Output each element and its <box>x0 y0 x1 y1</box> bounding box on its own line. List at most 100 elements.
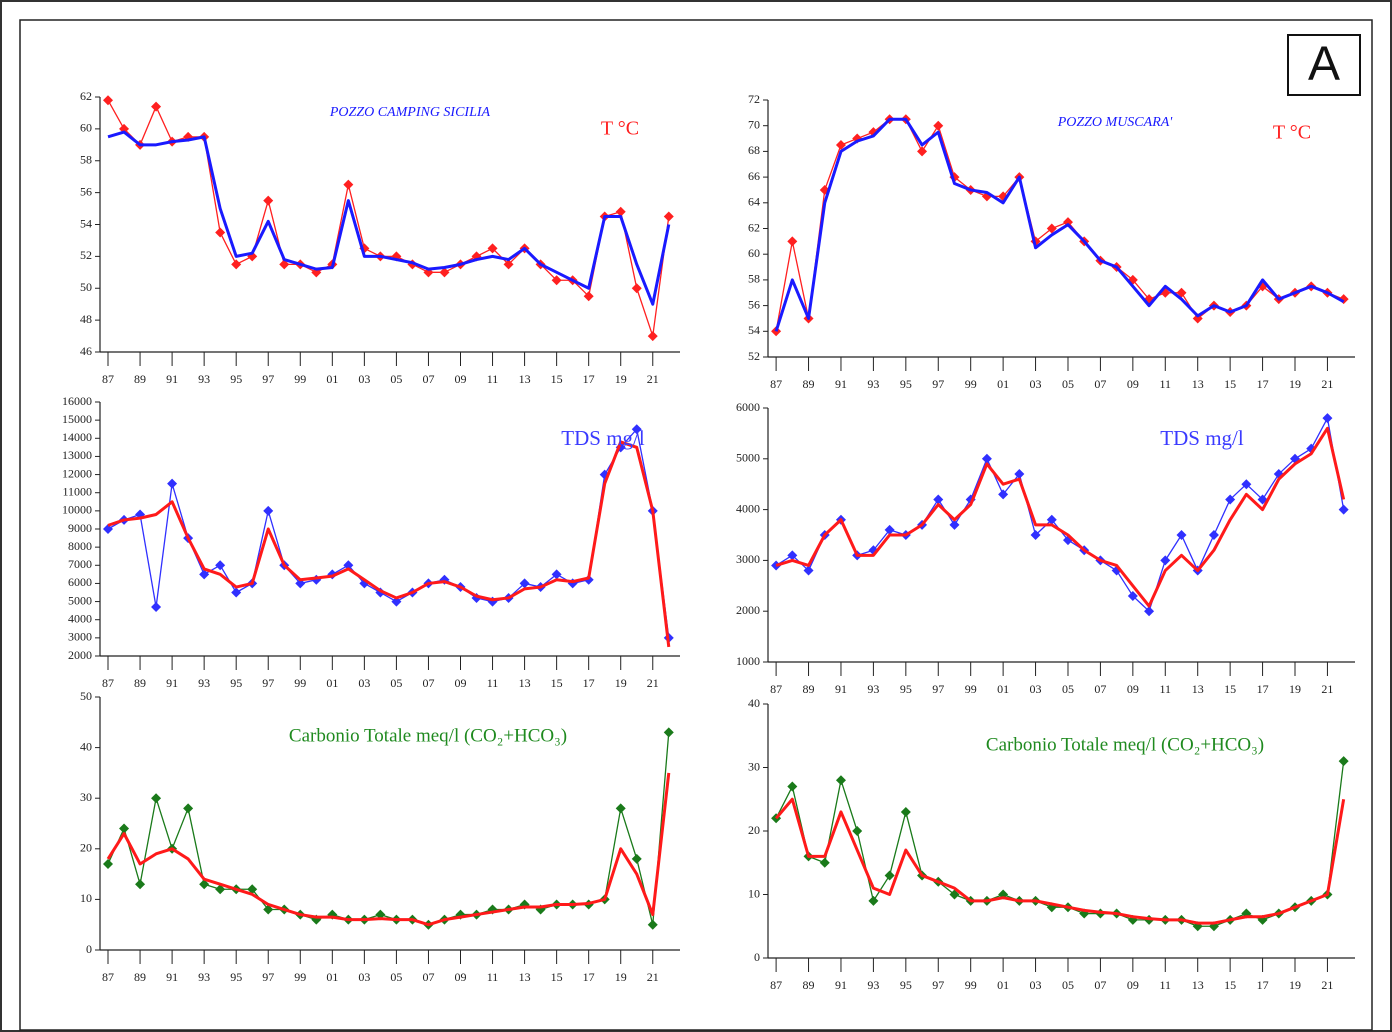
data-point <box>868 895 879 906</box>
x-tick-label: 19 <box>615 970 627 984</box>
x-tick-label: 97 <box>932 978 944 992</box>
x-tick-label: 87 <box>770 682 782 696</box>
data-point <box>949 519 960 530</box>
x-tick-label: 11 <box>1159 978 1171 992</box>
x-tick-label: 97 <box>262 970 274 984</box>
x-tick-label: 09 <box>454 676 466 690</box>
data-point <box>884 524 895 535</box>
data-point <box>231 259 242 270</box>
x-tick-label: 17 <box>1257 682 1269 696</box>
data-point <box>1176 287 1187 298</box>
x-tick-label: 05 <box>1062 682 1074 696</box>
annotation: TDS mg/l <box>1160 426 1244 450</box>
x-tick-label: 93 <box>867 978 879 992</box>
data-point <box>519 578 530 589</box>
y-tick-label: 48 <box>80 312 92 326</box>
y-tick-label: 10000 <box>62 503 92 517</box>
x-tick-label: 05 <box>390 372 402 386</box>
annotation: T °C <box>1273 122 1311 144</box>
x-tick-label: 19 <box>1289 978 1301 992</box>
x-tick-label: 95 <box>900 682 912 696</box>
annotation: Carbonio Totale meq/l (CO₂+HCO₃) <box>986 734 1264 755</box>
data-point <box>1225 494 1236 505</box>
x-tick-label: 09 <box>454 372 466 386</box>
data-point <box>1046 514 1057 525</box>
x-tick-label: 17 <box>583 970 595 984</box>
x-tick-label: 05 <box>390 970 402 984</box>
x-tick-label: 99 <box>965 377 977 391</box>
data-point <box>151 793 162 804</box>
x-tick-label: 93 <box>198 372 210 386</box>
y-tick-label: 10 <box>748 886 760 900</box>
x-tick-label: 21 <box>1321 978 1333 992</box>
x-tick-label: 01 <box>326 970 338 984</box>
x-tick-label: 17 <box>1257 978 1269 992</box>
x-tick-label: 11 <box>487 372 499 386</box>
data-point <box>1322 413 1333 424</box>
x-tick-label: 97 <box>932 682 944 696</box>
x-tick-label: 91 <box>835 682 847 696</box>
y-tick-label: 7000 <box>68 557 92 571</box>
data-point <box>1241 479 1252 490</box>
data-point <box>933 494 944 505</box>
x-tick-label: 03 <box>358 372 370 386</box>
y-tick-label: 10 <box>80 891 92 905</box>
x-tick-label: 11 <box>487 970 499 984</box>
data-point <box>1338 504 1349 515</box>
y-tick-label: 15000 <box>62 412 92 426</box>
x-tick-label: 99 <box>965 978 977 992</box>
y-tick-label: 2000 <box>68 648 92 662</box>
y-tick-label: 62 <box>80 89 92 103</box>
x-tick-label: 03 <box>358 676 370 690</box>
x-tick-label: 21 <box>1321 682 1333 696</box>
data-point <box>135 879 146 890</box>
x-tick-label: 99 <box>294 372 306 386</box>
x-tick-label: 21 <box>647 372 659 386</box>
x-tick-label: 21 <box>647 970 659 984</box>
x-tick-label: 97 <box>932 377 944 391</box>
data-point <box>199 879 210 890</box>
y-tick-label: 72 <box>748 92 760 106</box>
trend-line <box>107 130 671 306</box>
data-point <box>263 904 274 915</box>
data-point <box>933 120 944 131</box>
trend-line <box>775 426 1346 608</box>
x-tick-label: 21 <box>647 676 659 690</box>
x-tick-label: 07 <box>422 676 434 690</box>
data-point <box>647 331 658 342</box>
x-tick-label: 07 <box>1094 377 1106 391</box>
y-tick-label: 52 <box>748 349 760 363</box>
x-tick-label: 89 <box>134 970 146 984</box>
x-tick-label: 87 <box>102 970 114 984</box>
data-point <box>1144 606 1155 617</box>
data-point <box>263 195 274 206</box>
data-point <box>787 550 798 561</box>
y-tick-label: 56 <box>80 184 92 198</box>
y-tick-label: 60 <box>80 121 92 135</box>
data-point <box>1176 530 1187 540</box>
data-point <box>503 259 514 270</box>
x-tick-label: 07 <box>422 372 434 386</box>
data-point <box>439 267 450 278</box>
annotation: TDS mg/l <box>561 426 645 450</box>
x-tick-label: 15 <box>1224 682 1236 696</box>
data-point <box>263 505 274 516</box>
y-tick-label: 16000 <box>62 394 92 408</box>
x-tick-label: 21 <box>1321 377 1333 391</box>
x-tick-label: 07 <box>422 970 434 984</box>
data-point <box>900 806 911 817</box>
trend-line <box>774 797 1346 925</box>
x-tick-label: 11 <box>1159 377 1171 391</box>
data-point <box>647 919 658 930</box>
data-point <box>487 243 498 254</box>
y-tick-label: 58 <box>80 153 92 167</box>
x-tick-label: 03 <box>358 970 370 984</box>
trend-line <box>106 772 671 927</box>
x-tick-label: 11 <box>487 676 499 690</box>
x-tick-label: 15 <box>1224 978 1236 992</box>
x-tick-label: 93 <box>867 377 879 391</box>
x-tick-label: 01 <box>326 676 338 690</box>
x-tick-label: 17 <box>583 676 595 690</box>
y-tick-label: 20 <box>748 823 760 837</box>
x-tick-label: 89 <box>134 676 146 690</box>
